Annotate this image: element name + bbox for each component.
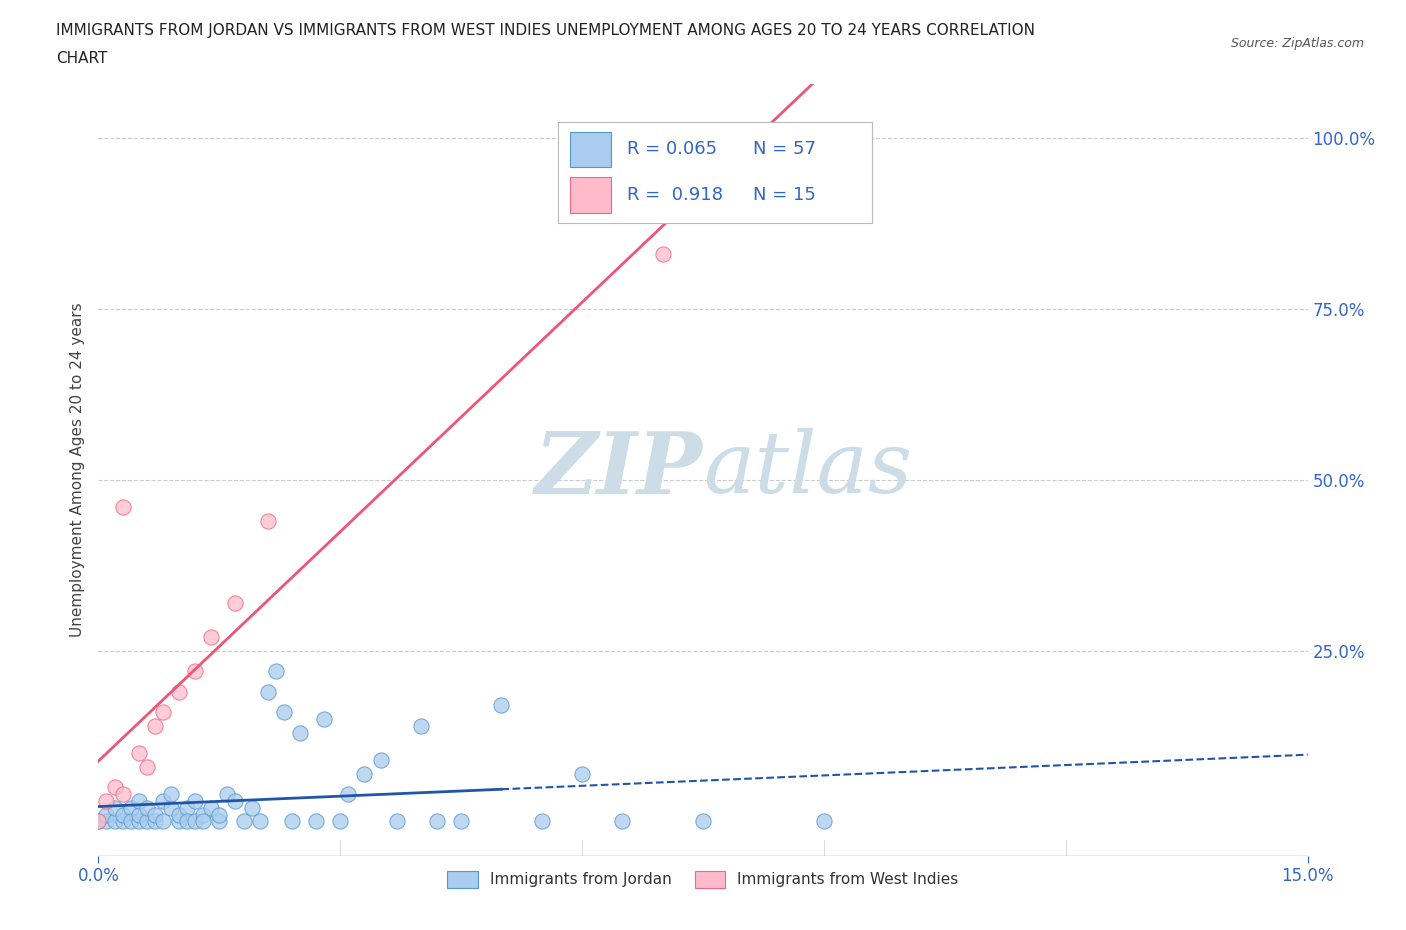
Point <box>256 513 278 528</box>
Point <box>232 814 254 829</box>
Point <box>111 787 134 802</box>
Point <box>152 793 174 808</box>
Point <box>273 705 295 720</box>
Point <box>128 793 150 808</box>
Point <box>143 814 166 829</box>
Point <box>128 807 150 822</box>
Point <box>337 787 360 802</box>
Point <box>256 684 278 699</box>
Point <box>200 630 222 644</box>
Point <box>450 814 472 829</box>
Point <box>143 718 166 733</box>
Point <box>193 814 215 829</box>
Point <box>167 814 190 829</box>
Point <box>103 801 125 816</box>
Point <box>264 664 287 679</box>
Point <box>426 814 449 829</box>
Text: atlas: atlas <box>703 429 912 511</box>
Point <box>353 766 375 781</box>
Point <box>314 711 336 726</box>
Point <box>135 801 157 816</box>
Point <box>120 801 142 816</box>
Point <box>281 814 304 829</box>
Text: ZIP: ZIP <box>536 428 703 512</box>
Point <box>409 718 432 733</box>
Point <box>103 780 125 795</box>
Point <box>167 807 190 822</box>
Point <box>491 698 513 712</box>
Point <box>370 752 392 767</box>
Legend: Immigrants from Jordan, Immigrants from West Indies: Immigrants from Jordan, Immigrants from … <box>441 864 965 895</box>
Point <box>87 814 110 829</box>
Point <box>135 760 157 775</box>
Point <box>224 595 246 610</box>
Point <box>240 801 263 816</box>
Point <box>103 814 125 829</box>
Point <box>96 807 118 822</box>
Y-axis label: Unemployment Among Ages 20 to 24 years: Unemployment Among Ages 20 to 24 years <box>69 302 84 637</box>
Point <box>152 705 174 720</box>
Point <box>571 766 593 781</box>
Point <box>249 814 271 829</box>
Point <box>305 814 328 829</box>
Point <box>176 801 198 816</box>
Point <box>288 725 311 740</box>
Text: CHART: CHART <box>56 51 108 66</box>
Point <box>200 801 222 816</box>
Point <box>152 814 174 829</box>
Point <box>193 807 215 822</box>
Point <box>176 814 198 829</box>
Point <box>184 793 207 808</box>
Text: IMMIGRANTS FROM JORDAN VS IMMIGRANTS FROM WEST INDIES UNEMPLOYMENT AMONG AGES 20: IMMIGRANTS FROM JORDAN VS IMMIGRANTS FRO… <box>56 23 1035 38</box>
Point <box>217 787 239 802</box>
Point <box>651 247 673 262</box>
Point <box>530 814 553 829</box>
Point <box>612 814 634 829</box>
Point <box>111 814 134 829</box>
Point <box>143 807 166 822</box>
Point <box>184 814 207 829</box>
Point <box>96 793 118 808</box>
Point <box>160 801 183 816</box>
Point <box>160 787 183 802</box>
Point <box>184 664 207 679</box>
Point <box>167 684 190 699</box>
Point <box>208 807 231 822</box>
Point <box>128 746 150 761</box>
Point <box>813 814 835 829</box>
Point <box>111 499 134 514</box>
Point <box>111 807 134 822</box>
Point <box>692 814 714 829</box>
Point <box>329 814 352 829</box>
Point <box>87 814 110 829</box>
Point <box>96 814 118 829</box>
Text: Source: ZipAtlas.com: Source: ZipAtlas.com <box>1230 37 1364 50</box>
Point <box>224 793 246 808</box>
Point <box>128 814 150 829</box>
Point <box>208 814 231 829</box>
Point <box>120 814 142 829</box>
Point <box>135 814 157 829</box>
Point <box>385 814 408 829</box>
